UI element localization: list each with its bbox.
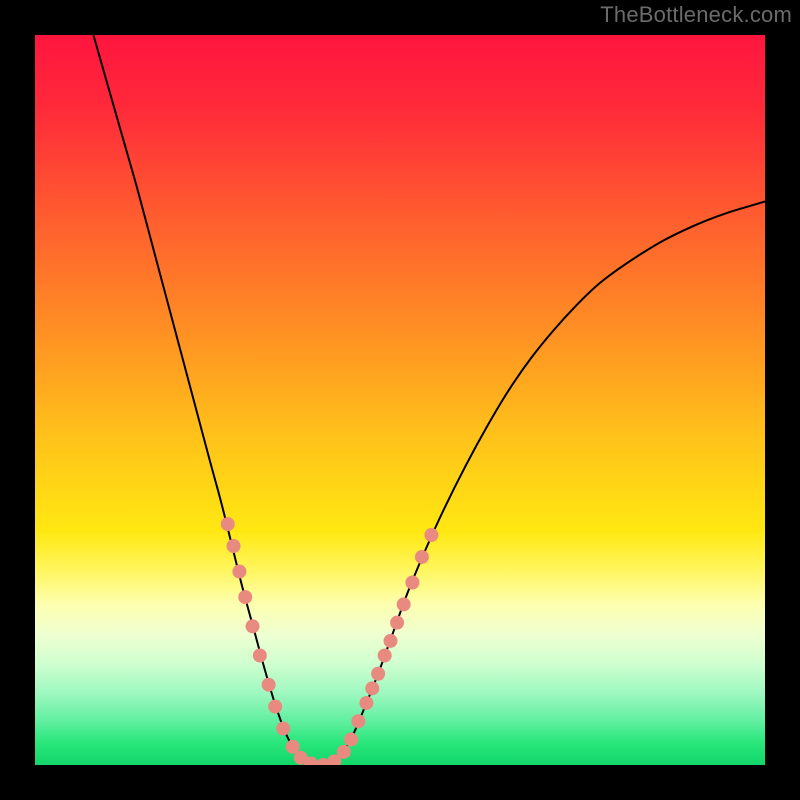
data-marker	[344, 732, 358, 746]
data-marker	[276, 722, 290, 736]
data-marker	[384, 634, 398, 648]
data-marker	[232, 565, 246, 579]
data-marker	[221, 517, 235, 531]
data-marker	[424, 528, 438, 542]
data-marker	[304, 757, 318, 771]
data-marker	[351, 714, 365, 728]
data-marker	[359, 696, 373, 710]
data-marker	[415, 550, 429, 564]
data-marker	[253, 649, 267, 663]
data-marker	[365, 681, 379, 695]
data-marker	[227, 539, 241, 553]
data-marker	[337, 745, 351, 759]
data-marker	[397, 597, 411, 611]
data-marker	[246, 619, 260, 633]
plot-background	[35, 35, 765, 765]
data-marker	[390, 616, 404, 630]
data-marker	[268, 700, 282, 714]
chart-frame: TheBottleneck.com	[0, 0, 800, 800]
plot-svg	[0, 0, 800, 800]
data-marker	[371, 667, 385, 681]
data-marker	[378, 649, 392, 663]
data-marker	[405, 576, 419, 590]
data-marker	[238, 590, 252, 604]
data-marker	[262, 678, 276, 692]
